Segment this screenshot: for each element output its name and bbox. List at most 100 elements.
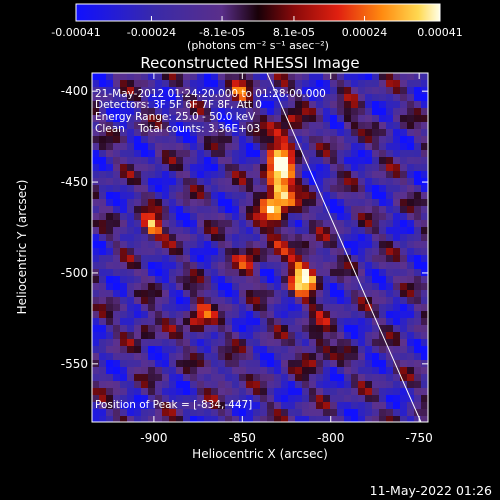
heatmap-cell [183, 339, 190, 346]
heatmap-cell [379, 234, 386, 241]
heatmap-cell [351, 311, 358, 318]
heatmap-cell [421, 178, 428, 185]
heatmap-cell [246, 283, 253, 290]
heatmap-cell [176, 276, 183, 283]
heatmap-cell [141, 185, 148, 192]
heatmap-cell [274, 171, 281, 178]
heatmap-cell [204, 87, 211, 94]
heatmap-cell [176, 129, 183, 136]
heatmap-cell [92, 248, 99, 255]
heatmap-cell [365, 213, 372, 220]
heatmap-cell [288, 381, 295, 388]
heatmap-cell [337, 108, 344, 115]
heatmap-cell [190, 101, 197, 108]
heatmap-cell [211, 332, 218, 339]
heatmap-cell [246, 255, 253, 262]
heatmap-cell [337, 206, 344, 213]
heatmap-cell [421, 304, 428, 311]
heatmap-cell [302, 213, 309, 220]
heatmap-cell [232, 227, 239, 234]
heatmap-cell [358, 164, 365, 171]
heatmap-cell [274, 409, 281, 416]
heatmap-cell [386, 381, 393, 388]
heatmap-cell [351, 143, 358, 150]
heatmap-cell [274, 346, 281, 353]
heatmap-cell [106, 402, 113, 409]
heatmap-cell [344, 269, 351, 276]
heatmap-cell [169, 143, 176, 150]
heatmap-cell [407, 227, 414, 234]
heatmap-cell [400, 150, 407, 157]
heatmap-cell [365, 241, 372, 248]
heatmap-cell [148, 360, 155, 367]
heatmap-cell [295, 136, 302, 143]
heatmap-cell [274, 122, 281, 129]
heatmap-cell [106, 234, 113, 241]
heatmap-cell [288, 213, 295, 220]
heatmap-cell [253, 115, 260, 122]
heatmap-cell [372, 304, 379, 311]
heatmap-cell [148, 416, 155, 422]
heatmap-cell [148, 367, 155, 374]
colorbar-unit: (photons cm⁻² s⁻¹ asec⁻²) [187, 39, 329, 52]
heatmap-cell [113, 360, 120, 367]
heatmap-cell [169, 339, 176, 346]
heatmap-cell [162, 269, 169, 276]
heatmap-cell [120, 339, 127, 346]
heatmap-cell [267, 136, 274, 143]
heatmap-cell [211, 178, 218, 185]
heatmap-cell [386, 297, 393, 304]
heatmap-cell [190, 262, 197, 269]
heatmap-cell [197, 122, 204, 129]
heatmap-cell [141, 248, 148, 255]
heatmap-cell [337, 171, 344, 178]
heatmap-cell [309, 143, 316, 150]
heatmap-cell [92, 157, 99, 164]
heatmap-cell [393, 283, 400, 290]
heatmap-cell [421, 220, 428, 227]
heatmap-cell [323, 304, 330, 311]
heatmap-cell [113, 318, 120, 325]
heatmap-cell [113, 227, 120, 234]
heatmap-cell [281, 94, 288, 101]
heatmap-cell [295, 346, 302, 353]
heatmap-cell [344, 73, 351, 80]
heatmap-cell [120, 80, 127, 87]
heatmap-cell [162, 297, 169, 304]
heatmap-cell [260, 178, 267, 185]
heatmap-cell [106, 395, 113, 402]
heatmap-cell [372, 115, 379, 122]
heatmap-cell [288, 206, 295, 213]
heatmap-cell [239, 304, 246, 311]
heatmap-cell [386, 283, 393, 290]
heatmap-cell [351, 164, 358, 171]
heatmap-cell [225, 304, 232, 311]
heatmap-cell [393, 199, 400, 206]
heatmap-cell [407, 73, 414, 80]
heatmap-cell [365, 388, 372, 395]
heatmap-cell [176, 150, 183, 157]
heatmap-cell [155, 143, 162, 150]
heatmap-cell [106, 297, 113, 304]
heatmap-cell [288, 353, 295, 360]
heatmap-cell [372, 360, 379, 367]
heatmap-cell [407, 297, 414, 304]
heatmap-cell [169, 360, 176, 367]
heatmap-cell [414, 157, 421, 164]
heatmap-cell [92, 297, 99, 304]
heatmap-cell [400, 255, 407, 262]
heatmap-cell [288, 318, 295, 325]
heatmap-cell [141, 206, 148, 213]
heatmap-cell [218, 115, 225, 122]
heatmap-cell [337, 164, 344, 171]
heatmap-cell [106, 360, 113, 367]
heatmap-cell [330, 171, 337, 178]
heatmap-cell [344, 129, 351, 136]
heatmap-cell [204, 318, 211, 325]
heatmap-cell [127, 143, 134, 150]
heatmap-cell [246, 360, 253, 367]
heatmap-cell [211, 262, 218, 269]
heatmap-cell [127, 108, 134, 115]
heatmap-cell [337, 199, 344, 206]
heatmap-cell [267, 416, 274, 422]
